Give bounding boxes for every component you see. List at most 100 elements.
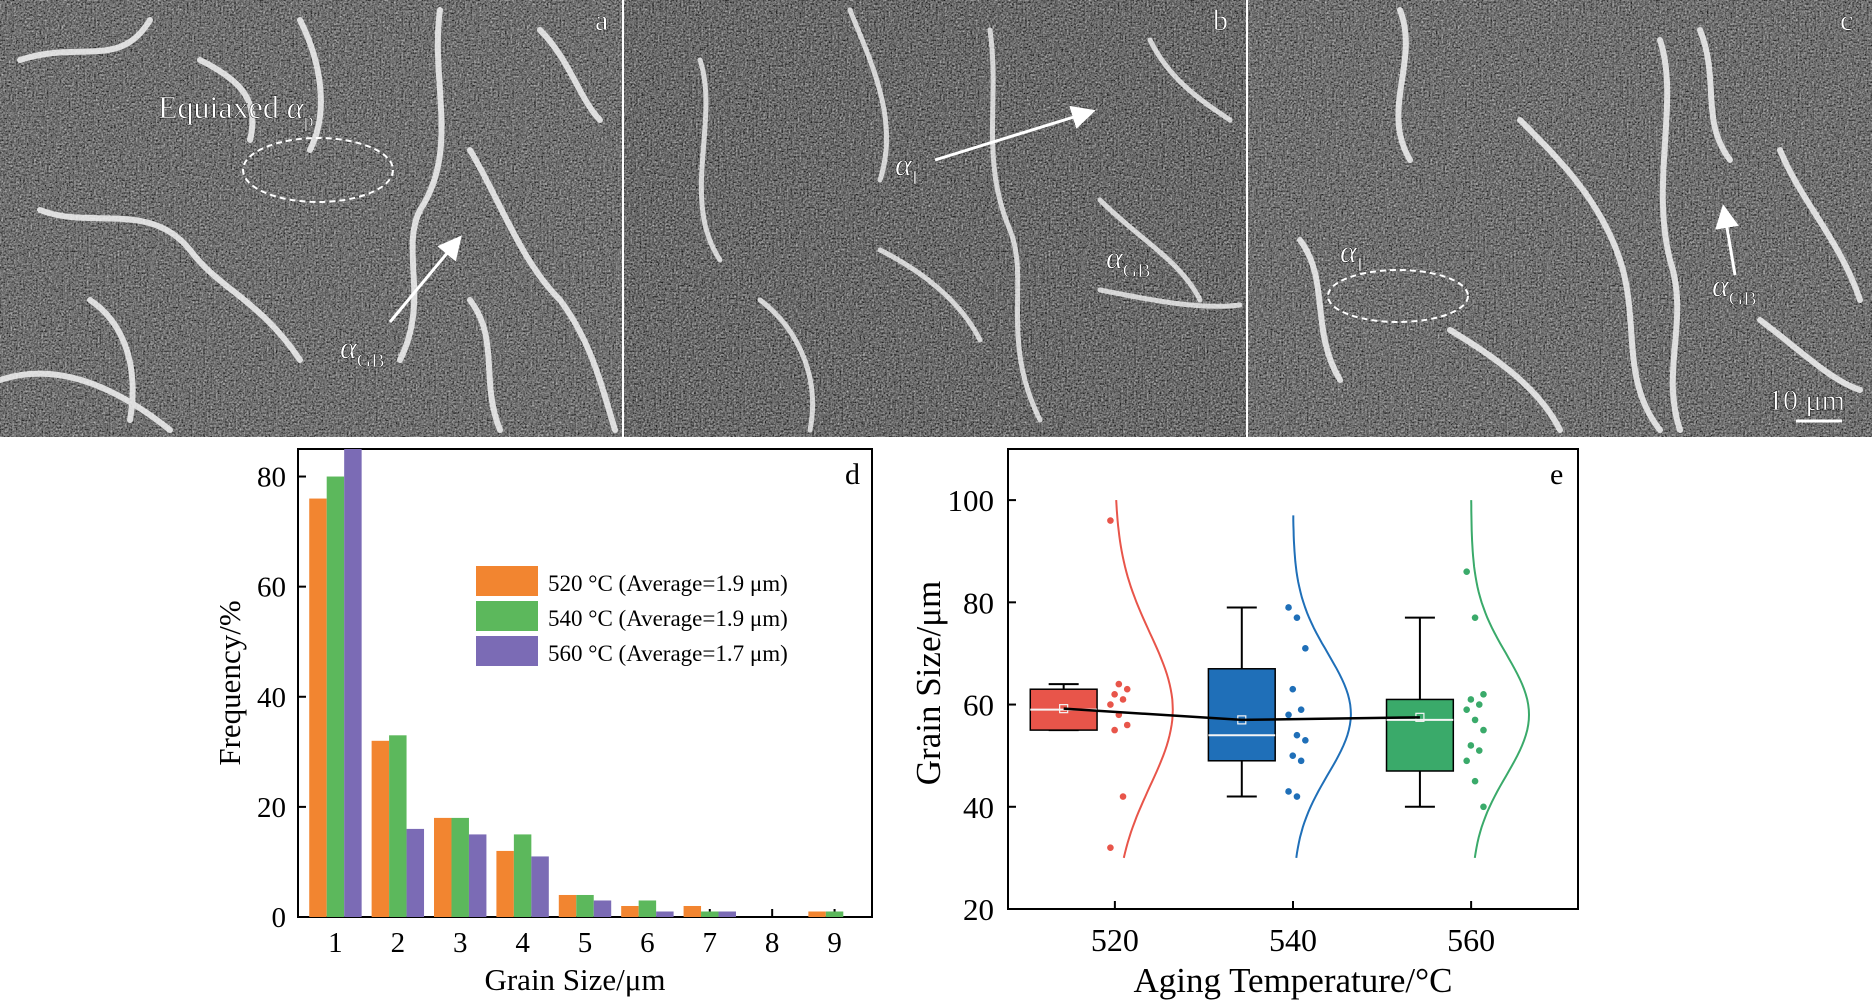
- legend-label-520: 520 °C (Average=1.9 μm): [548, 571, 788, 596]
- arrow-c: [1715, 204, 1739, 276]
- data-point-520: [1123, 721, 1131, 729]
- data-point-560: [1471, 777, 1479, 785]
- data-point-560: [1480, 803, 1487, 811]
- x-tick-label-d: 9: [827, 927, 842, 959]
- bar-2-series-2: [406, 828, 425, 917]
- legend-label-560: 560 °C (Average=1.7 μm): [548, 641, 788, 666]
- data-point-520: [1111, 691, 1118, 698]
- legend-swatch-520: [476, 566, 538, 596]
- chart-e-ylabel: Grain Size/μm: [909, 581, 948, 785]
- chart-d-bars: [309, 449, 844, 917]
- data-point-540: [1293, 731, 1301, 739]
- chart-d-panel-label: d: [845, 458, 860, 491]
- grain-boundaries-c: [1297, 7, 1863, 433]
- data-point-540: [1302, 737, 1309, 744]
- legend-label-540: 540 °C (Average=1.9 μm): [548, 606, 788, 631]
- chart-d: 0 20 40 60 80 1 2 3 4 5 6 7 8 9 d Grain Size/μm Frequ…: [212, 448, 873, 997]
- bar-3-series-1: [451, 817, 469, 917]
- y-tick-label-d: 0: [272, 902, 287, 934]
- bar-3-series-2: [468, 834, 487, 917]
- x-tick-label-d: 4: [515, 927, 530, 959]
- data-point-520: [1119, 793, 1127, 800]
- data-point-560: [1467, 696, 1475, 703]
- y-tick-label-d: 40: [257, 682, 286, 714]
- alpha-l-region-ellipse: [1327, 269, 1469, 323]
- chart-d-xlabel: Grain Size/μm: [484, 962, 665, 997]
- bar-9-series-0: [808, 911, 826, 917]
- density-curve-560: [1470, 500, 1531, 859]
- data-point-520: [1107, 701, 1114, 708]
- x-tick-label-d: 3: [453, 927, 468, 959]
- grain-boundaries-a: [0, 7, 618, 433]
- data-point-540: [1293, 793, 1301, 800]
- x-tick-label-d: 8: [765, 927, 780, 959]
- bar-3-series-0: [434, 817, 452, 917]
- panel-label-b: b: [1213, 4, 1228, 37]
- chart-e-axes: 20 40 60 80 100 520 540 560: [948, 483, 1496, 958]
- data-point-560: [1463, 568, 1470, 575]
- data-point-560: [1471, 614, 1479, 621]
- x-tick-label-d: 1: [328, 927, 343, 959]
- annotation-alpha-gb-b: αGB: [1106, 239, 1151, 282]
- bar-1-series-0: [309, 498, 327, 917]
- y-tick-label-e: 60: [963, 688, 994, 723]
- data-point-560: [1480, 726, 1487, 734]
- bar-7-series-2: [718, 911, 736, 917]
- data-point-520: [1123, 685, 1131, 693]
- y-tick-label-e: 40: [963, 790, 994, 825]
- data-point-540: [1285, 788, 1292, 795]
- grain-boundaries-b: [697, 7, 1243, 433]
- bar-6-series-1: [638, 900, 657, 917]
- scale-bar-label: 10 μm: [1768, 384, 1845, 417]
- data-point-540: [1289, 685, 1297, 693]
- density-curve-520: [1115, 500, 1174, 859]
- annotation-equiaxed-alpha-p: Equiaxed αp: [158, 89, 314, 132]
- equiaxed-region-ellipse: [242, 137, 394, 203]
- chart-e-plot: [1029, 500, 1531, 859]
- bar-6-series-0: [621, 905, 639, 917]
- x-tick-label-d: 5: [578, 927, 593, 959]
- bar-4-series-2: [531, 856, 549, 917]
- x-tick-label-e: 520: [1091, 922, 1139, 958]
- chart-d-legend: 520 °C (Average=1.9 μm) 540 °C (Average=…: [476, 566, 788, 666]
- data-point-540: [1302, 645, 1309, 652]
- panel-label-c: c: [1840, 4, 1853, 37]
- annotation-alpha-l-b: αL: [895, 146, 924, 189]
- micrograph-c: αL αGB c 10 μm: [1248, 0, 1872, 437]
- bar-1-series-2: [344, 449, 362, 917]
- mean-connecting-line: [1063, 707, 1420, 722]
- bar-7-series-1: [701, 911, 719, 917]
- arrow-a: [388, 235, 462, 323]
- data-point-520: [1107, 517, 1114, 524]
- data-point-540: [1297, 757, 1305, 765]
- x-tick-label-d: 6: [640, 927, 655, 959]
- box-560: [1385, 698, 1455, 772]
- chart-d-ylabel: Frequency/%: [212, 600, 247, 765]
- data-point-560: [1467, 742, 1475, 749]
- y-tick-label-e: 20: [963, 892, 994, 927]
- bar-2-series-0: [371, 740, 390, 917]
- panel-label-a: a: [595, 4, 608, 37]
- box-540: [1207, 668, 1276, 762]
- micrograph-b: αL αGB b: [624, 0, 1246, 437]
- bar-9-series-1: [825, 911, 844, 917]
- bar-6-series-2: [656, 911, 674, 917]
- x-tick-label-e: 560: [1447, 922, 1495, 958]
- legend-swatch-540: [476, 601, 538, 631]
- data-point-520: [1107, 844, 1114, 851]
- bar-4-series-1: [513, 834, 532, 917]
- legend-swatch-560: [476, 636, 538, 666]
- x-tick-label-d: 7: [703, 927, 718, 959]
- chart-e-panel-label: e: [1550, 458, 1563, 491]
- y-tick-label-d: 60: [257, 572, 286, 604]
- data-point-540: [1293, 614, 1301, 621]
- bar-7-series-0: [683, 905, 702, 917]
- y-tick-label-d: 80: [257, 462, 286, 494]
- y-tick-label-e: 80: [963, 585, 994, 620]
- data-point-560: [1463, 757, 1470, 765]
- data-point-540: [1285, 604, 1292, 611]
- x-tick-label-e: 540: [1269, 922, 1317, 958]
- bar-5-series-1: [576, 894, 594, 917]
- annotation-alpha-gb-a: αGB: [340, 329, 385, 372]
